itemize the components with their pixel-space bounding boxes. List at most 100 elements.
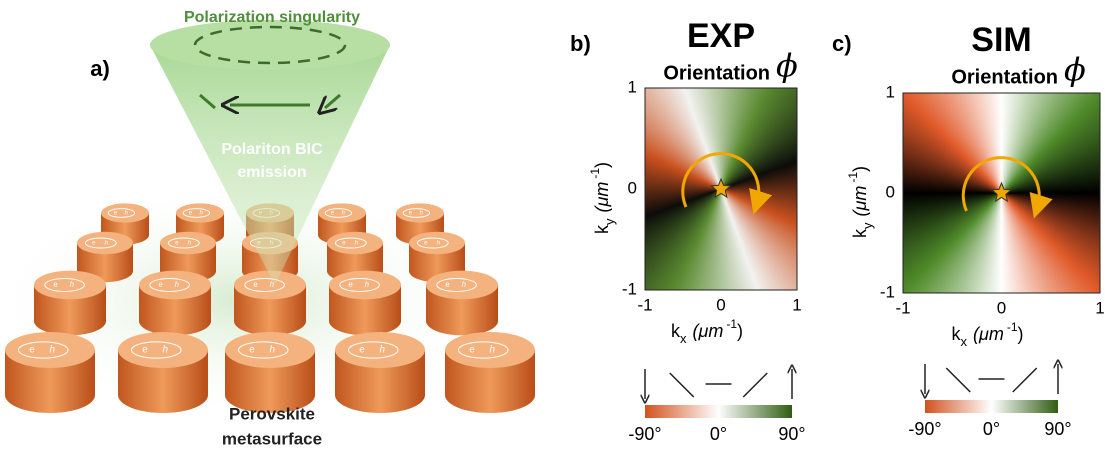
cone-top [150,20,390,70]
hole: h [175,280,180,289]
electron: e [189,211,193,217]
plot-frame [644,87,798,291]
pillar-top [445,332,535,368]
panel-label: c) [832,31,852,56]
plot-frame [902,92,1101,294]
exciton [131,341,182,359]
pillar-top [139,270,211,300]
singularity-star [990,181,1013,203]
winding-arrow [681,152,773,215]
electron: e [253,280,258,289]
pillar-side [426,285,498,336]
x-axis-label-part: x [680,331,687,346]
colorbar-label: 90° [778,424,805,444]
x-axis-label-part: ) [1018,324,1024,344]
hole: h [490,345,496,356]
electron: e [114,211,118,217]
exciton [416,237,449,249]
panel-title: SIM [971,21,1031,59]
colorbar-label: 0° [983,419,1000,439]
pillar-top [101,203,149,223]
hole: h [163,345,169,356]
x-axis-label-part: (μm [693,321,724,341]
y-tick-label: 0 [628,178,637,197]
hole: h [270,280,275,289]
panel-title: EXP [687,17,755,55]
exciton [339,278,380,292]
pillar-side [329,285,401,336]
bottom-text: Perovskite [229,404,315,423]
y-tick-label: 1 [628,77,637,96]
x-tick-label: 0 [997,298,1006,317]
hole: h [380,345,386,356]
x-axis-label-part: k [952,324,962,344]
hole: h [462,280,467,289]
pillar-side [225,350,315,413]
x-tick-label: 0 [716,295,725,314]
electron: e [348,280,353,289]
y-axis-label-part: (μm [850,186,870,217]
exciton [84,237,117,249]
orientation-arrows [645,369,792,399]
electron: e [359,345,365,356]
exciton [348,341,399,359]
x-axis-label-part: k [671,321,681,341]
pillar-top [225,332,315,368]
hole: h [188,240,192,247]
pillar-top [118,332,208,368]
phi: ϕ [776,47,798,85]
pillar-top [327,231,383,255]
orientation-arrows [925,364,1058,394]
colorbar-label: -90° [628,424,661,444]
electron: e [142,345,148,356]
electron: e [445,280,450,289]
x-tick-label: -1 [637,295,652,314]
y-axis-label-part: k [850,228,870,238]
hole: h [365,280,370,289]
x-tick-label: 1 [792,295,801,314]
electron: e [342,240,346,247]
subtitle: Orientation [951,66,1058,88]
y-tick-label: -1 [880,282,895,301]
pillar-side [335,350,425,413]
pillar-top [396,203,444,223]
pillar-top [77,231,133,255]
electron: e [469,345,475,356]
exciton [402,208,431,218]
y-axis-label-part: ) [850,166,870,172]
x-axis-label-part: -1 [1007,320,1018,334]
panel-label: b) [570,31,591,56]
pillar-top [426,270,498,300]
electron: e [53,280,58,289]
colorbar [925,400,1058,413]
y-axis-label-part: -1 [588,168,602,179]
y-tick-label: 0 [886,182,895,201]
exciton [334,237,367,249]
pillar-top [329,270,401,300]
y-axis-label-part: ) [592,162,612,168]
pillar-top [318,203,366,223]
beam-text: emission [237,164,306,181]
hole: h [342,211,346,217]
y-axis-label-part: y [602,218,617,225]
pillar-side [5,350,95,413]
pillar-top [335,332,425,368]
electron: e [175,240,179,247]
pillar-top [234,270,306,300]
pillar-side [234,285,306,336]
x-axis-label-part: x [961,334,968,349]
x-axis-label-part: -1 [726,317,737,331]
singularity-star [710,177,732,199]
y-axis-label: ky (μm -1) [588,162,617,234]
exciton [458,341,509,359]
electron: e [331,211,335,217]
x-tick-label: 1 [1095,298,1104,317]
pillar-top [160,231,216,255]
y-tick-label: 1 [886,82,895,101]
phi: ϕ [1064,51,1086,89]
exciton [324,208,353,218]
hole: h [125,211,129,217]
